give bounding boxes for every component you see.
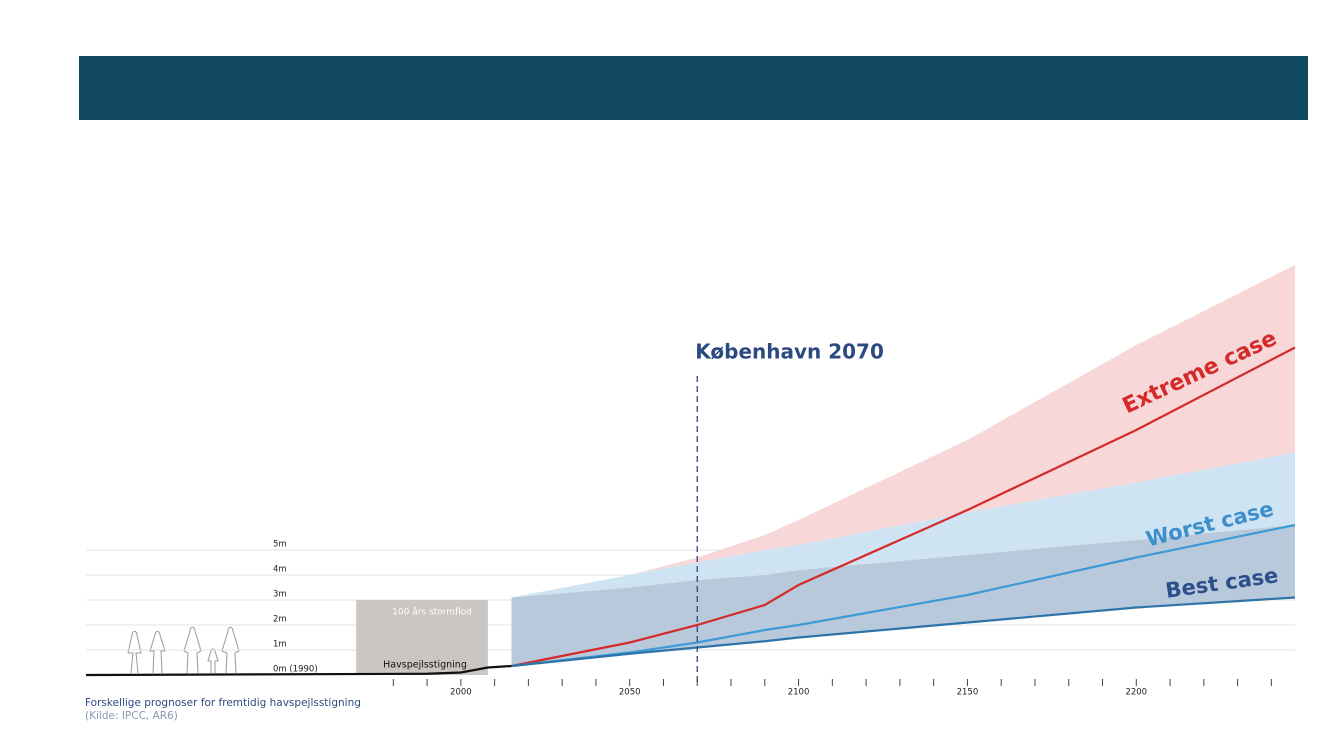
history-line — [85, 664, 512, 677]
x-tick-label: 2100 — [788, 688, 810, 698]
series-line — [511, 346, 1296, 668]
person — [207, 648, 219, 673]
band — [511, 265, 1295, 598]
person — [149, 630, 166, 674]
surge-label: 100 års stormflod — [392, 607, 472, 618]
person — [183, 626, 202, 674]
x-tick-label: 2050 — [619, 688, 641, 698]
series-line — [511, 596, 1296, 668]
person — [221, 626, 240, 674]
band — [511, 452, 1295, 598]
y-tick-label: 5m — [273, 540, 287, 550]
people-icons — [127, 626, 240, 674]
plot: 0m (1990) 1m 2m 3m 4m 5m 100 års stormflod Havs… — [85, 265, 1296, 698]
y-tick-label: 3m — [273, 590, 287, 600]
series-line — [511, 523, 1296, 668]
y-tick-label: 2m — [273, 615, 287, 625]
history-label: Havspejlsstigning — [383, 660, 467, 671]
x-tick-label: 2150 — [957, 688, 979, 698]
surge-box — [356, 600, 488, 675]
band — [511, 525, 1295, 666]
x-tick-label: 2200 — [1125, 688, 1147, 698]
person — [127, 630, 142, 674]
header-bar — [79, 56, 1308, 120]
y-tick-label: 4m — [273, 565, 287, 575]
y-tick-label: 0m (1990) — [273, 665, 318, 675]
source: (Kilde: IPCC, AR6) — [85, 710, 178, 722]
x-tick-label: 2000 — [450, 688, 472, 698]
annotation-label: København 2070 — [695, 340, 884, 364]
caption: Forskellige prognoser for fremtidig havs… — [85, 697, 361, 709]
y-tick-label: 1m — [273, 640, 287, 650]
